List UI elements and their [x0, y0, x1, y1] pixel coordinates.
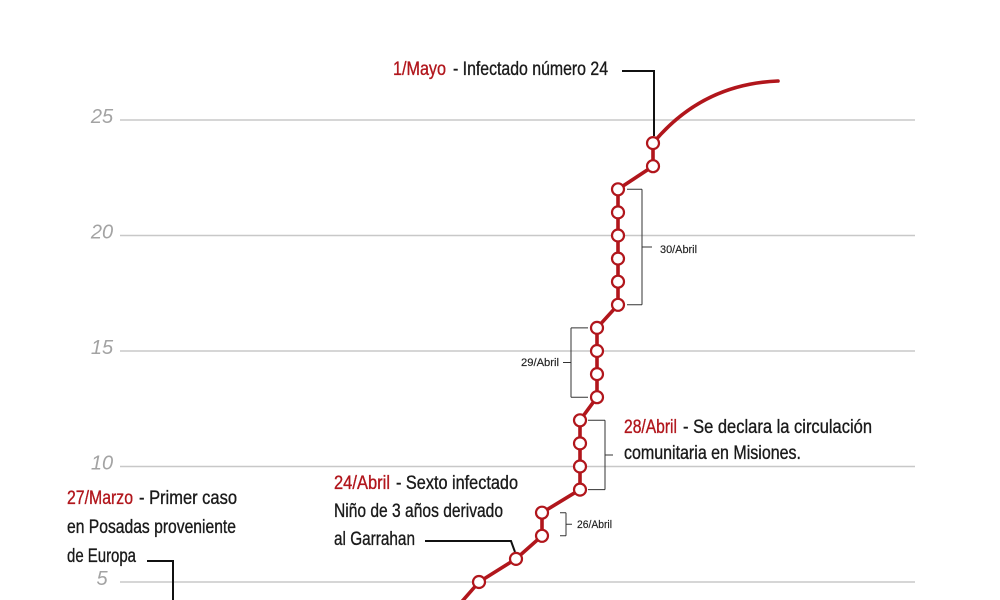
date-brackets — [560, 188, 652, 537]
annotation-date: 28/Abril — [624, 417, 677, 438]
data-point — [572, 482, 588, 497]
annotation-text: - Sexto infectado — [396, 473, 518, 494]
bracket-label-29-abril: 29/Abril — [521, 357, 559, 369]
annotation-1-mayo: 1/Mayo - Infectado número 24 — [393, 59, 609, 80]
data-point — [589, 343, 605, 359]
grid — [120, 119, 915, 583]
data-point — [610, 228, 626, 243]
annotation-28-abril: 28/Abril - Se declara la circulación com… — [624, 417, 872, 464]
leader-line-1-mayo — [622, 70, 655, 136]
date-bracket — [560, 512, 572, 537]
data-point — [508, 551, 524, 567]
series-line — [460, 79, 780, 600]
data-point — [610, 297, 626, 312]
data-point — [534, 505, 550, 520]
y-tick-label: 25 — [90, 106, 114, 128]
data-point — [589, 320, 605, 335]
annotation-date: 27/Marzo — [67, 488, 133, 509]
data-point — [471, 574, 487, 590]
data-point — [572, 459, 588, 474]
date-bracket — [627, 188, 652, 306]
annotation-text: en Posadas proveniente — [67, 517, 236, 538]
y-axis-labels: 5 10 15 20 25 — [90, 106, 114, 590]
annotation-text: - Primer caso — [139, 488, 237, 509]
bracket-label-26-abril: 26/Abril — [577, 519, 612, 531]
date-bracket — [563, 327, 588, 398]
y-tick-label: 15 — [91, 337, 114, 359]
data-point — [645, 159, 661, 174]
data-point — [610, 205, 626, 220]
annotation-date: 24/Abril — [334, 473, 390, 494]
date-bracket — [588, 419, 613, 491]
data-point — [572, 413, 588, 428]
annotation-leaders — [147, 70, 655, 600]
data-point — [534, 528, 550, 543]
annotation-text: al Garrahan — [334, 529, 415, 550]
data-point — [589, 367, 605, 382]
data-point — [610, 251, 626, 266]
data-point — [572, 436, 588, 451]
annotation-24-abril: 24/Abril - Sexto infectado Niño de 3 año… — [334, 473, 518, 550]
annotation-date: 1/Mayo — [393, 59, 446, 80]
data-point — [645, 136, 661, 151]
y-tick-label: 5 — [96, 568, 108, 590]
annotation-text: - Se declara la circulación — [683, 417, 872, 438]
annotation-text: - Infectado número 24 — [453, 59, 608, 80]
annotation-text: de Europa — [67, 546, 136, 567]
leader-line-27-marzo — [147, 560, 174, 600]
y-tick-label: 20 — [90, 222, 113, 244]
annotation-text: Niño de 3 años derivado — [334, 501, 503, 522]
data-point — [610, 182, 626, 197]
annotation-text: comunitaria en Misiones. — [624, 443, 801, 464]
data-point — [610, 274, 626, 289]
data-point — [589, 390, 605, 405]
bracket-label-30-abril: 30/Abril — [660, 244, 697, 256]
y-tick-label: 10 — [91, 453, 113, 475]
annotation-27-marzo: 27/Marzo - Primer caso en Posadas proven… — [67, 488, 237, 567]
leader-line-24-abril — [425, 540, 516, 553]
series — [460, 79, 780, 600]
